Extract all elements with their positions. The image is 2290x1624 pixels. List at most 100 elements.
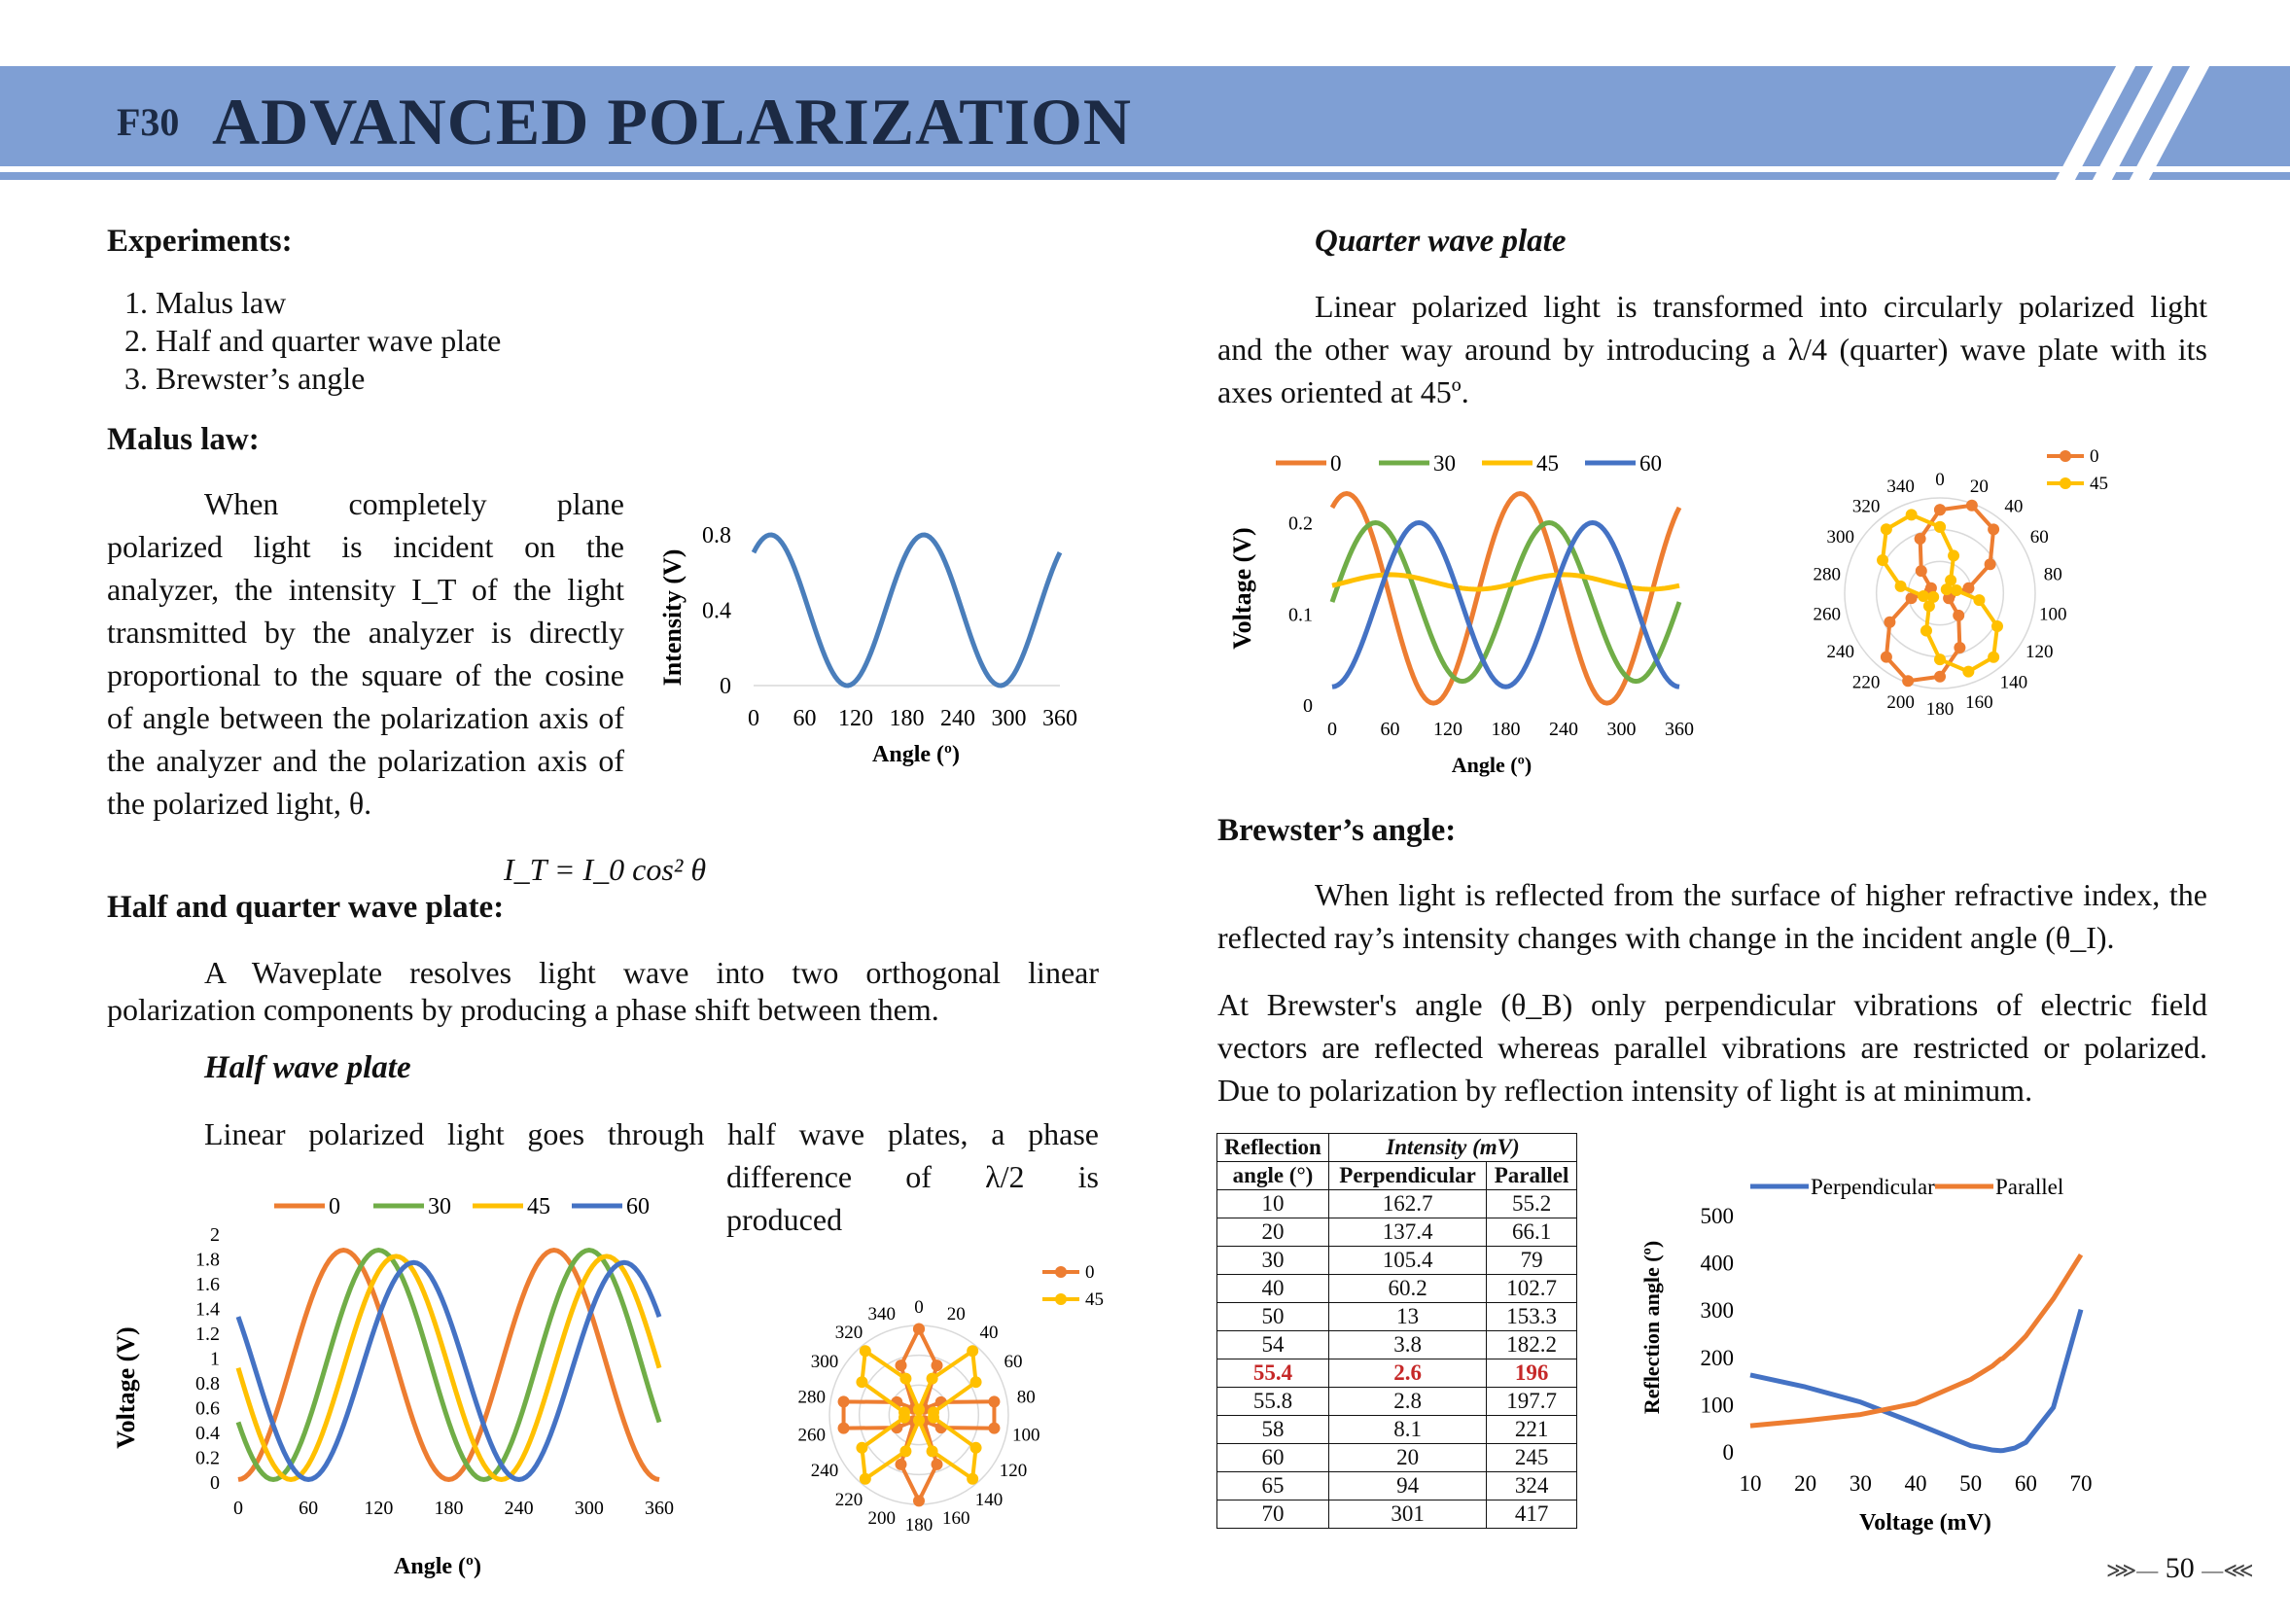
y-tick-label: 1.6 [195, 1274, 220, 1295]
x-tick-label: 40 [1905, 1471, 1927, 1496]
legend-marker [2060, 450, 2071, 462]
angle-tick-label: 240 [811, 1461, 839, 1481]
polar-marker [1948, 549, 1960, 562]
polar-marker [899, 1372, 912, 1385]
polar-marker [1914, 532, 1926, 545]
table-cell: 10 [1216, 1189, 1329, 1218]
table-cell: 301 [1327, 1500, 1488, 1529]
table-row: 55.4 2.6 196 [1216, 1359, 1577, 1388]
table-cell: 196 [1486, 1359, 1577, 1388]
polar-marker [1953, 609, 1965, 621]
legend: 0 30 45 60 [274, 1194, 650, 1219]
x-tick-label: 240 [1549, 719, 1578, 740]
legend: 0 30 45 60 [1276, 451, 1662, 476]
table-header: Perpendicular [1327, 1161, 1488, 1190]
angle-tick-label: 160 [942, 1508, 970, 1529]
legend-label: 0 [2090, 446, 2099, 467]
half-wave-line: Linear polarized light goes through half… [204, 1112, 1099, 1155]
text-line: produced [726, 1202, 843, 1237]
angle-tick-label: 60 [2030, 527, 2049, 547]
polar-marker [967, 1345, 979, 1358]
table-cell: 153.3 [1486, 1302, 1577, 1331]
x-tick-label: 300 [575, 1498, 604, 1519]
y-tick-label: 0 [210, 1472, 220, 1494]
legend-marker [2060, 477, 2071, 489]
table-cell: 60 [1216, 1443, 1329, 1472]
polar-grid-ring [1875, 528, 2005, 658]
polar-marker [1962, 582, 1975, 594]
angle-tick-label: 120 [1000, 1461, 1028, 1481]
table-header: Reflection [1216, 1133, 1329, 1162]
table-row: 70 301 417 [1216, 1500, 1577, 1529]
half-wave-chart: 0 30 45 60 0 60 120 180 240 300 360 0 0.2 0.4 0.6 0.8 1… [112, 1194, 674, 1579]
angle-tick-label: 0 [1935, 470, 1945, 490]
series-line [1749, 1253, 2084, 1429]
polar-marker [1988, 651, 2000, 663]
polar-marker [1954, 642, 1966, 654]
polar-marker [1950, 584, 1962, 597]
series-lines [1329, 490, 1682, 706]
series-line [235, 1259, 662, 1482]
x-tick-label: 180 [435, 1498, 464, 1519]
text-line: Linear polarized light goes through half… [204, 1116, 1099, 1151]
table-cell: 54 [1216, 1330, 1329, 1359]
series-line [235, 1248, 662, 1482]
polar-series-line [1880, 512, 2000, 674]
angle-tick-label: 100 [2039, 604, 2067, 624]
y-tick-label: 1.8 [195, 1250, 220, 1271]
header-underline [0, 172, 2290, 180]
x-tick-label: 60 [793, 706, 817, 731]
angle-tick-label: 80 [1017, 1388, 1036, 1408]
wave-heading: Half and quarter wave plate: [107, 890, 505, 925]
y-tick-label: 2 [210, 1224, 220, 1246]
malus-equation: I_T = I_0 cos² θ [504, 852, 707, 887]
table-cell: 245 [1486, 1443, 1577, 1472]
polar-grid-ring [1907, 560, 1973, 626]
polar-marker [931, 1458, 943, 1470]
text-line: analyzer, the intensity I_T of the light [107, 572, 624, 607]
text-line: reflected ray’s intensity changes with c… [1217, 920, 2115, 955]
table-cell: 94 [1327, 1471, 1488, 1500]
table-cell: 162.7 [1327, 1189, 1488, 1218]
angle-tick-label: 160 [1965, 692, 1993, 713]
table-cell: 66.1 [1486, 1218, 1577, 1247]
angle-tick-label: 40 [979, 1323, 998, 1343]
list-item: Malus law [156, 284, 501, 322]
series-lines [235, 1248, 662, 1482]
legend-label: 30 [428, 1194, 451, 1219]
table-row: 10 162.7 55.2 [1216, 1189, 1577, 1218]
x-axis-label: Angle (º) [394, 1554, 481, 1579]
table-header: Parallel [1486, 1161, 1577, 1190]
ticks: 0 60 120 180 240 300 360 0 0.1 0.2 [1288, 513, 1694, 741]
angle-tick-label: 20 [1970, 477, 1989, 497]
ticks: 10 20 30 40 50 60 70 0 100 200 300 400 500 [1701, 1204, 2093, 1496]
y-tick-label: 1.2 [195, 1324, 220, 1345]
text-line: transmitted by the analyzer is directly [107, 615, 624, 650]
polar-marker [1934, 653, 1946, 666]
table-cell: 221 [1486, 1415, 1577, 1444]
y-tick-label: 0 [720, 674, 731, 699]
table-header: Intensity (mV) [1328, 1133, 1577, 1162]
x-tick-label: 30 [1850, 1471, 1872, 1496]
polar-marker [899, 1445, 912, 1458]
legend-label: 30 [1433, 451, 1456, 476]
header-banner [0, 66, 2290, 166]
x-tick-label: 60 [2015, 1471, 2037, 1496]
polar-marker [1905, 509, 1918, 521]
polar-grid-ring [888, 1384, 950, 1446]
malus-chart: 0 60 120 180 240 300 360 0 0.4 0.8 Angle (º) Inte… [658, 523, 1077, 767]
polar-marker [988, 1395, 1001, 1408]
y-tick-label: 0.1 [1288, 604, 1313, 625]
table-cell: 197.7 [1486, 1387, 1577, 1416]
x-tick-label: 10 [1740, 1471, 1762, 1496]
y-axis-label: Reflection angle (º) [1639, 1241, 1664, 1414]
series-line [1329, 490, 1682, 706]
y-tick-label: 0.2 [195, 1448, 220, 1469]
series-lines [1749, 1253, 2084, 1454]
legend-label: Perpendicular [1811, 1175, 1935, 1199]
table-cell: 182.2 [1486, 1330, 1577, 1359]
polar-grid-ring [858, 1354, 980, 1476]
table-cell: 20 [1216, 1218, 1329, 1247]
polar-marker [859, 1345, 871, 1358]
angle-tick-label: 100 [1012, 1425, 1040, 1445]
